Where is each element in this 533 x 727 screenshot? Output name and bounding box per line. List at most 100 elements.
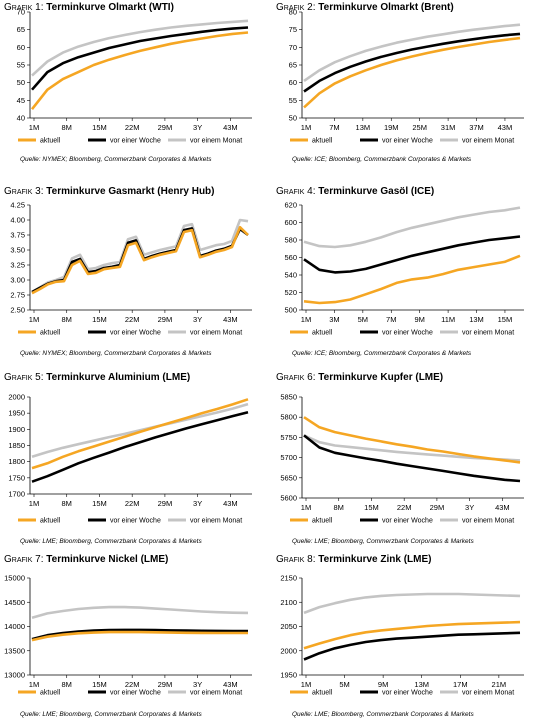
- series-line: [31, 605, 249, 620]
- line-chart: 5600 5650 5700 5750 5800 5850 1M 8M 15M 22M 29M 3Y 4…: [280, 393, 524, 525]
- legend-label: vor einer Woche: [110, 330, 161, 337]
- x-tick-label: 3Y: [193, 499, 202, 508]
- y-tick-label: 15000: [4, 574, 25, 583]
- y-tick-label: 3.00: [10, 276, 25, 285]
- x-tick-label: 5M: [339, 680, 349, 689]
- legend-label: aktuell: [312, 330, 333, 337]
- legend-label: vor einem Monat: [462, 518, 514, 525]
- source-note: Quelle: NYMEX; Bloomberg, Commerzbank Co…: [20, 156, 212, 163]
- x-tick-label: 3Y: [193, 123, 202, 132]
- x-tick-label: 43M: [498, 123, 513, 132]
- y-tick-label: 55: [17, 61, 25, 70]
- line-chart: 1950 2000 2050 2100 2150 1M 5M 9M 13M 17M 21M aktue…: [280, 574, 524, 697]
- x-tick-label: 3Y: [465, 503, 474, 512]
- y-tick-label: 3.75: [10, 231, 25, 240]
- legend-label: aktuell: [312, 690, 333, 697]
- y-tick-label: 60: [17, 43, 25, 52]
- x-tick-label: 5M: [358, 315, 368, 324]
- x-tick-label: 3Y: [193, 680, 202, 689]
- x-tick-label: 1M: [29, 123, 39, 132]
- x-tick-label: 15M: [364, 503, 379, 512]
- source-note: Quelle: LME; Bloomberg, Commerzbank Corp…: [20, 711, 202, 718]
- line-chart: 50 55 60 65 70 75 80 1M 7M 13M 19M 25M 31M 37M 43M aktu…: [289, 8, 524, 145]
- legend-label: vor einem Monat: [462, 690, 514, 697]
- source-note: Quelle: LME; Bloomberg, Commerzbank Corp…: [292, 711, 474, 718]
- panel-title: Grafik 1: Terminkurve Olmarkt (WTI): [4, 2, 174, 13]
- source-note: Quelle: ICE; Bloomberg, Commerzbank Corp…: [292, 350, 472, 357]
- panel-title: Grafik 8: Terminkurve Zink (LME): [276, 554, 432, 565]
- x-tick-label: 29M: [158, 315, 173, 324]
- series-line: [31, 227, 249, 294]
- x-tick-label: 1M: [301, 315, 311, 324]
- x-tick-label: 13M: [414, 680, 429, 689]
- y-tick-label: 5600: [280, 494, 297, 503]
- legend-label: aktuell: [40, 138, 61, 145]
- y-tick-label: 1900: [8, 425, 25, 434]
- series-line: [31, 410, 249, 483]
- series-line: [303, 206, 521, 249]
- series-line: [31, 402, 249, 459]
- panel-title: Grafik 6: Terminkurve Kupfer (LME): [276, 372, 444, 383]
- y-tick-label: 75: [289, 25, 297, 34]
- source-note: Quelle: ICE; Bloomberg, Commerzbank Corp…: [292, 156, 472, 163]
- x-tick-label: 15M: [92, 315, 107, 324]
- x-tick-label: 15M: [92, 499, 107, 508]
- x-tick-label: 22M: [397, 503, 412, 512]
- legend-label: vor einem Monat: [190, 518, 242, 525]
- x-tick-label: 22M: [125, 315, 140, 324]
- series-line: [31, 218, 249, 294]
- y-tick-label: 1700: [8, 490, 25, 499]
- x-tick-label: 8M: [62, 123, 72, 132]
- y-tick-label: 1800: [8, 457, 25, 466]
- chart-panel-6: Grafik 6: Terminkurve Kupfer (LME) 5600 5…: [272, 370, 532, 545]
- y-tick-label: 500: [284, 306, 297, 315]
- x-tick-label: 43M: [223, 315, 238, 324]
- legend-label: vor einer Woche: [110, 690, 161, 697]
- y-tick-label: 4.00: [10, 216, 25, 225]
- x-tick-label: 8M: [62, 680, 72, 689]
- y-tick-label: 2000: [8, 393, 25, 402]
- x-tick-label: 1M: [301, 680, 311, 689]
- x-tick-label: 9M: [414, 315, 424, 324]
- y-tick-label: 2150: [280, 574, 297, 583]
- legend-label: vor einer Woche: [382, 330, 433, 337]
- y-tick-label: 40: [17, 114, 25, 123]
- x-tick-label: 29M: [430, 503, 445, 512]
- x-tick-label: 22M: [125, 680, 140, 689]
- x-tick-label: 21M: [492, 680, 507, 689]
- series-line: [303, 254, 521, 305]
- legend-label: vor einem Monat: [190, 138, 242, 145]
- y-tick-label: 3.50: [10, 246, 25, 255]
- x-tick-label: 25M: [412, 123, 427, 132]
- legend-label: vor einem Monat: [462, 138, 514, 145]
- x-tick-label: 15M: [498, 315, 513, 324]
- y-tick-label: 2100: [280, 598, 297, 607]
- x-tick-label: 8M: [334, 503, 344, 512]
- y-tick-label: 5750: [280, 433, 297, 442]
- x-tick-label: 8M: [62, 315, 72, 324]
- legend-label: vor einer Woche: [382, 690, 433, 697]
- series-line: [303, 36, 521, 109]
- x-tick-label: 1M: [301, 503, 311, 512]
- x-tick-label: 7M: [329, 123, 339, 132]
- legend-label: vor einer Woche: [110, 518, 161, 525]
- x-tick-label: 15M: [92, 680, 107, 689]
- panel-title: Grafik 2: Terminkurve Olmarkt (Brent): [276, 2, 454, 13]
- line-chart: 40 45 50 55 60 65 70 1M 8M 15M 22M 29M 3Y 43M aktuell v…: [17, 8, 252, 145]
- series-line: [303, 235, 521, 274]
- chart-panel-5: Grafik 5: Terminkurve Aluminium (LME) 17…: [0, 370, 260, 545]
- legend-label: vor einem Monat: [462, 330, 514, 337]
- legend-label: aktuell: [312, 518, 333, 525]
- x-tick-label: 9M: [378, 680, 388, 689]
- y-tick-label: 70: [17, 8, 25, 17]
- y-tick-label: 1950: [8, 409, 25, 418]
- y-tick-label: 2000: [280, 646, 297, 655]
- line-chart: 500 520 540 560 580 600 620 1M 3M 5M 7M 9M 11M 13M 15M…: [284, 201, 524, 337]
- y-tick-label: 80: [289, 8, 297, 17]
- series-line: [31, 19, 249, 77]
- y-tick-label: 45: [17, 96, 25, 105]
- chart-panel-4: Grafik 4: Terminkurve Gasöl (ICE) 500 520…: [272, 184, 532, 359]
- y-tick-label: 65: [289, 61, 297, 70]
- legend-label: aktuell: [40, 518, 61, 525]
- chart-panel-1: Grafik 1: Terminkurve Olmarkt (WTI) 40 45…: [0, 0, 260, 175]
